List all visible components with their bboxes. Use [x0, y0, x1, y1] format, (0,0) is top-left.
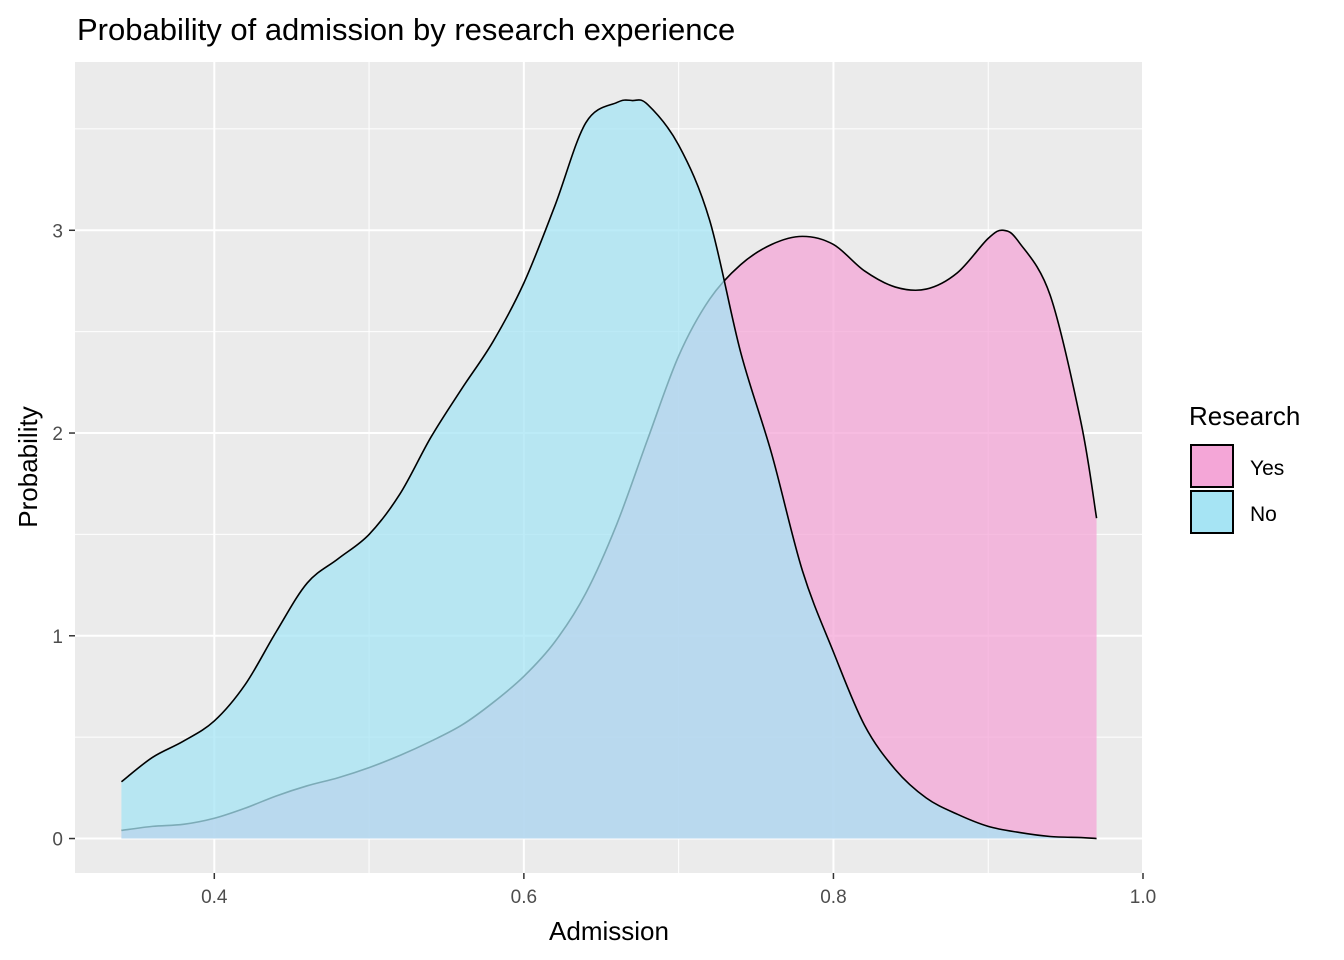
- y-axis-ticks: 0 1 2 3: [52, 221, 75, 851]
- x-tick-label: 1.0: [1130, 887, 1156, 908]
- density-line-no: [120, 99, 1097, 840]
- legend-label-yes: Yes: [1250, 457, 1284, 480]
- y-tick-label: 1: [52, 627, 63, 648]
- density-areas: [120, 99, 1098, 840]
- y-tick-label: 3: [52, 221, 63, 242]
- density-area-no: [121, 99, 1097, 839]
- legend-label-no: No: [1250, 503, 1277, 526]
- y-axis-title: Probability: [13, 406, 43, 527]
- y-tick-label: 0: [52, 830, 63, 851]
- density-area-yes: [121, 230, 1097, 839]
- legend-title: Research: [1189, 401, 1300, 431]
- x-axis-ticks: 0.4 0.6 0.8 1.0: [201, 873, 1156, 908]
- x-tick-label: 0.6: [511, 887, 537, 908]
- x-axis-title: Admission: [549, 916, 669, 946]
- legend-key-yes: [1190, 444, 1234, 488]
- legend: Research Yes No: [1189, 401, 1300, 534]
- chart-title: Probability of admission by research exp…: [77, 12, 735, 47]
- x-tick-label: 0.4: [201, 887, 228, 908]
- y-tick-label: 2: [52, 424, 63, 445]
- x-tick-label: 0.8: [820, 887, 846, 908]
- legend-key-no: [1190, 490, 1234, 534]
